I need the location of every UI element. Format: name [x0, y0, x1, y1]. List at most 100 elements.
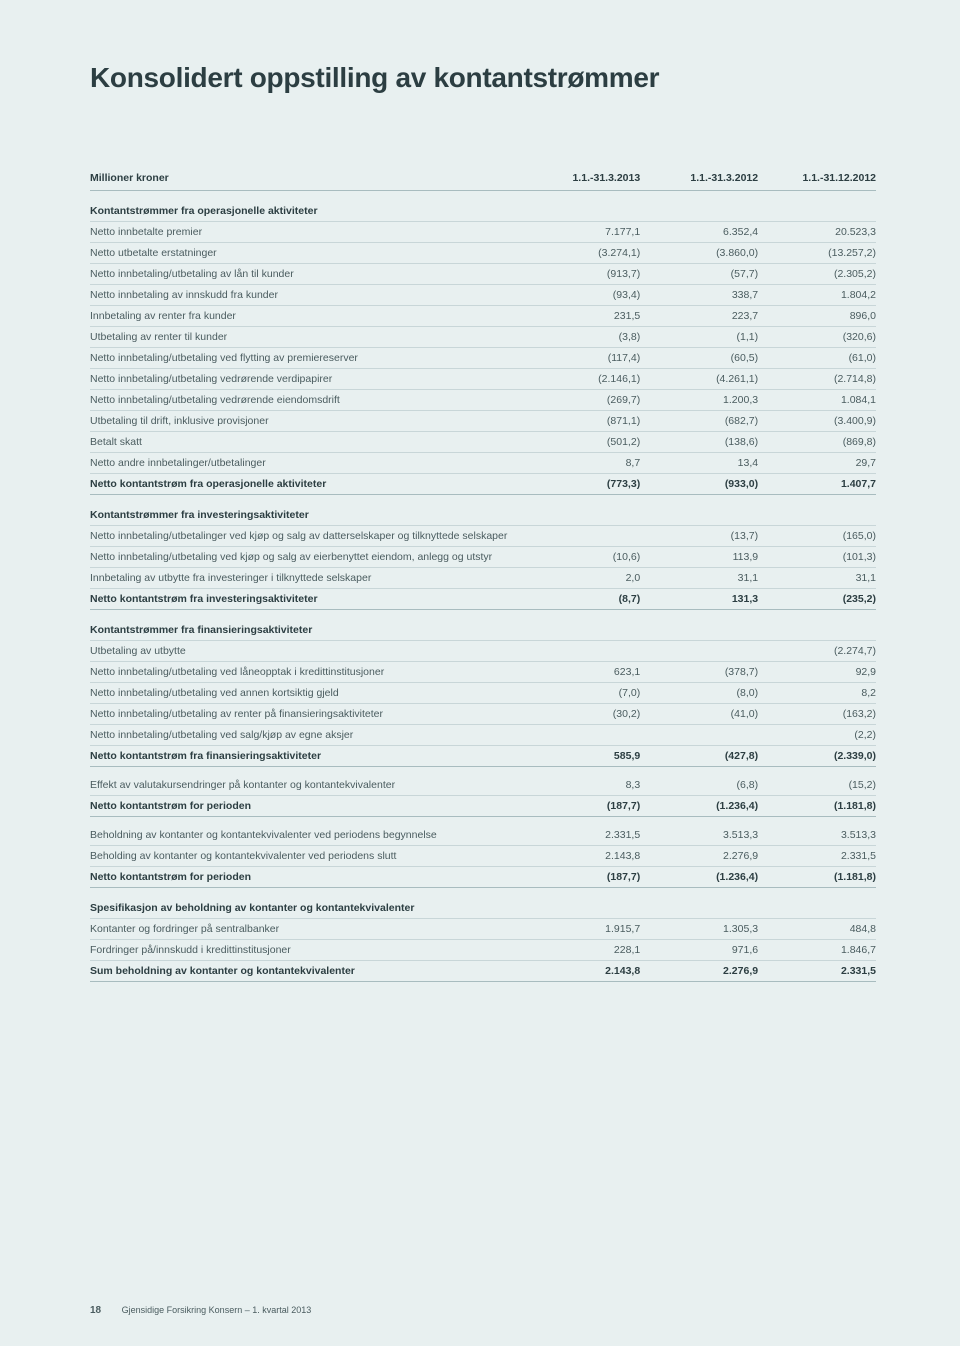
row-v1: (8,7) [522, 589, 640, 610]
row-v1 [522, 725, 640, 746]
row-v1: (871,1) [522, 411, 640, 432]
row-label: Netto innbetaling/utbetaling av lån til … [90, 264, 522, 285]
table-row: Netto innbetaling/utbetaling ved salg/kj… [90, 725, 876, 746]
row-label: Netto innbetalte premier [90, 222, 522, 243]
row-v1: 8,7 [522, 453, 640, 474]
row-v2: (1,1) [640, 327, 758, 348]
table-row: Netto innbetaling/utbetaling vedrørende … [90, 369, 876, 390]
table-row: Netto andre innbetalinger/utbetalinger8,… [90, 453, 876, 474]
row-label: Netto innbetaling/utbetaling av renter p… [90, 704, 522, 725]
row-label: Utbetaling av renter til kunder [90, 327, 522, 348]
row-v3: (2.339,0) [758, 746, 876, 767]
row-v2: (1.236,4) [640, 796, 758, 817]
total-row: Netto kontantstrøm fra finansieringsakti… [90, 746, 876, 767]
section-header: Kontantstrømmer fra investeringsaktivite… [90, 495, 876, 526]
row-v3: 20.523,3 [758, 222, 876, 243]
row-v3: (165,0) [758, 526, 876, 547]
row-v3: (2,2) [758, 725, 876, 746]
row-v1: 2.143,8 [522, 846, 640, 867]
row-v2: (3.860,0) [640, 243, 758, 264]
row-v3: 484,8 [758, 919, 876, 940]
header-label: Millioner kroner [90, 166, 522, 191]
section-header: Kontantstrømmer fra operasjonelle aktivi… [90, 191, 876, 222]
total-row: Sum beholdning av kontanter og kontantek… [90, 961, 876, 982]
row-label: Netto kontantstrøm fra investeringsaktiv… [90, 589, 522, 610]
row-v2 [640, 641, 758, 662]
row-label: Utbetaling til drift, inklusive provisjo… [90, 411, 522, 432]
row-v3: (15,2) [758, 775, 876, 796]
row-v3: (1.181,8) [758, 796, 876, 817]
total-row: Netto kontantstrøm fra operasjonelle akt… [90, 474, 876, 495]
row-label: Utbetaling av utbytte [90, 641, 522, 662]
row-v1: 2,0 [522, 568, 640, 589]
page-footer: 18 Gjensidige Forsikring Konsern – 1. kv… [90, 1305, 311, 1316]
row-v1: (187,7) [522, 796, 640, 817]
table-row: Kontanter og fordringer på sentralbanker… [90, 919, 876, 940]
table-row: Effekt av valutakursendringer på kontant… [90, 775, 876, 796]
row-label: Netto innbetaling/utbetaling ved salg/kj… [90, 725, 522, 746]
row-v3: 3.513,3 [758, 825, 876, 846]
row-v2: (57,7) [640, 264, 758, 285]
row-v3: (163,2) [758, 704, 876, 725]
row-v1: (187,7) [522, 867, 640, 888]
row-v3: (2.714,8) [758, 369, 876, 390]
table-row: Betalt skatt(501,2)(138,6)(869,8) [90, 432, 876, 453]
footer-text: Gjensidige Forsikring Konsern – 1. kvart… [122, 1305, 312, 1315]
table-row: Utbetaling til drift, inklusive provisjo… [90, 411, 876, 432]
row-v2: (8,0) [640, 683, 758, 704]
row-v1: 2.331,5 [522, 825, 640, 846]
cashflow-table: Millioner kroner 1.1.-31.3.2013 1.1.-31.… [90, 166, 876, 982]
total-row: Netto kontantstrøm fra investeringsaktiv… [90, 589, 876, 610]
section-title: Kontantstrømmer fra operasjonelle aktivi… [90, 191, 876, 222]
row-v2: (60,5) [640, 348, 758, 369]
row-label: Netto innbetaling/utbetaling ved annen k… [90, 683, 522, 704]
table-row: Netto innbetaling/utbetalinger ved kjøp … [90, 526, 876, 547]
row-v2: 1.305,3 [640, 919, 758, 940]
row-v3: (3.400,9) [758, 411, 876, 432]
spacer-row [90, 817, 876, 826]
row-label: Netto utbetalte erstatninger [90, 243, 522, 264]
row-v2: (427,8) [640, 746, 758, 767]
row-label: Innbetaling av utbytte fra investeringer… [90, 568, 522, 589]
row-v2: (138,6) [640, 432, 758, 453]
total-row: Netto kontantstrøm for perioden(187,7)(1… [90, 867, 876, 888]
page-number: 18 [90, 1305, 101, 1316]
row-v1: 8,3 [522, 775, 640, 796]
table-row: Netto innbetaling/utbetaling ved låneopp… [90, 662, 876, 683]
row-v1: 231,5 [522, 306, 640, 327]
table-row: Utbetaling av utbytte(2.274,7) [90, 641, 876, 662]
table-row: Fordringer på/innskudd i kredittinstitus… [90, 940, 876, 961]
row-v3: (101,3) [758, 547, 876, 568]
row-v1: 7.177,1 [522, 222, 640, 243]
section-title: Kontantstrømmer fra finansieringsaktivit… [90, 610, 876, 641]
row-v3: (1.181,8) [758, 867, 876, 888]
table-row: Netto innbetaling/utbetaling ved kjøp og… [90, 547, 876, 568]
row-v1: (2.146,1) [522, 369, 640, 390]
row-v3: 29,7 [758, 453, 876, 474]
row-label: Netto innbetaling/utbetaling vedrørende … [90, 369, 522, 390]
row-label: Netto innbetaling/utbetaling ved kjøp og… [90, 547, 522, 568]
row-v2: 2.276,9 [640, 961, 758, 982]
section-header: Kontantstrømmer fra finansieringsaktivit… [90, 610, 876, 641]
row-label: Netto innbetaling/utbetalinger ved kjøp … [90, 526, 522, 547]
row-v3: (2.305,2) [758, 264, 876, 285]
row-v1: (10,6) [522, 547, 640, 568]
row-v2: 2.276,9 [640, 846, 758, 867]
row-label: Beholding av kontanter og kontantekvival… [90, 846, 522, 867]
table-row: Netto innbetaling av innskudd fra kunder… [90, 285, 876, 306]
table-row: Netto innbetaling/utbetaling av lån til … [90, 264, 876, 285]
row-v3: 8,2 [758, 683, 876, 704]
row-v3: (869,8) [758, 432, 876, 453]
total-row: Netto kontantstrøm for perioden(187,7)(1… [90, 796, 876, 817]
row-label: Netto innbetaling/utbetaling vedrørende … [90, 390, 522, 411]
row-label: Beholdning av kontanter og kontantekviva… [90, 825, 522, 846]
table-row: Netto innbetaling/utbetaling vedrørende … [90, 390, 876, 411]
row-v1: (93,4) [522, 285, 640, 306]
row-v1: (30,2) [522, 704, 640, 725]
table-row: Utbetaling av renter til kunder(3,8)(1,1… [90, 327, 876, 348]
row-label: Netto innbetaling/utbetaling ved flyttin… [90, 348, 522, 369]
row-v3: 1.846,7 [758, 940, 876, 961]
row-v2: 113,9 [640, 547, 758, 568]
row-v2: (41,0) [640, 704, 758, 725]
row-label: Sum beholdning av kontanter og kontantek… [90, 961, 522, 982]
